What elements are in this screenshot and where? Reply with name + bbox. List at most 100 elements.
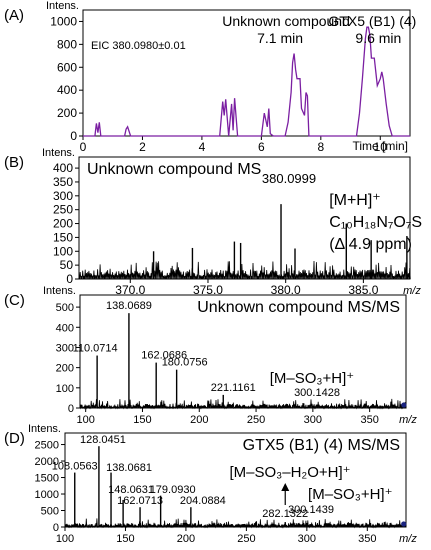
x-tick-label: 300 [298,533,316,545]
y-tick-label: 250 [53,203,73,217]
peak-label: 300.1439 [288,504,334,516]
x-tick-label: 200 [177,533,195,545]
x-tick-label: 250 [247,414,265,426]
y-tick-label: 500 [41,506,59,518]
x-tick-label: 370.0 [115,283,145,297]
y-tick-label: 800 [57,37,77,51]
arrow-head [281,483,290,491]
annotation-unknown: Unknown compound [222,13,350,29]
annotation-gtx5: GTX5 (B1) (4) [328,13,416,29]
ion-label: [M–SO₃+H]⁺ [270,370,354,387]
y-tick-label: 1500 [35,473,59,485]
precursor-marker [401,402,407,408]
x-tick-label: 8 [317,140,324,154]
ion-label: [M–SO₃+H]⁺ [308,486,392,503]
x-tick-label: 10 [374,140,388,154]
peak-label: 110.0714 [73,343,118,355]
eic-label: EIC 380.0980±0.01 [91,40,186,52]
peak-label: 128.0451 [80,434,126,446]
y-tick-label: 0 [70,129,77,143]
baseline-noise [79,398,406,410]
peak-label: 162.0686 [141,350,187,362]
series-line [83,26,410,137]
x-tick-label: 375.0 [193,283,223,297]
x-tick-label: 0 [80,140,87,154]
x-tick-label: 380.0 [271,283,301,297]
spectrum-title: GTX5 (B1) (4) MS/MS [243,437,400,454]
y-tick-label: 100 [56,383,74,395]
annotation-unknown-time: 7.1 min [257,30,303,46]
y-tick-label: 0 [68,403,74,415]
peak-label: 108.0563 [52,461,98,473]
panel-label: (A) [4,7,24,24]
x-axis-label: m/z [403,285,421,297]
peak-label: 179.0930 [150,484,196,496]
y-tick-label: 0 [66,272,73,286]
x-tick-label: 6 [258,140,265,154]
panel-label: (B) [4,154,24,171]
y-tick-label: 150 [53,230,73,244]
x-tick-label: 385.0 [348,283,378,297]
y-tick-label: 500 [56,302,74,314]
x-axis-label: m/z [399,414,417,426]
panel-label: (D) [4,430,25,447]
y-tick-label: 100 [53,244,73,258]
x-tick-label: 250 [237,533,255,545]
ppm-label: (Δ 4.9 ppm) [329,236,412,253]
formula-label: C₁₀H₁₈N₇O₇S [329,214,422,231]
y-tick-label: 200 [57,106,77,120]
y-tick-label: 1000 [50,14,77,28]
x-tick-label: 150 [116,533,134,545]
y-tick-label: 200 [56,363,74,375]
y-tick-label: 400 [57,83,77,97]
x-tick-label: 350 [360,414,378,426]
y-tick-label: 200 [53,217,73,231]
panel-label: (C) [4,292,25,309]
x-tick-label: 150 [133,414,151,426]
ion-label: [M–SO₃–H₂O+H]⁺ [229,464,350,481]
plot-frame [78,156,411,280]
y-tick-label: 300 [56,342,74,354]
baseline-noise [64,518,407,529]
x-tick-label: 100 [56,533,74,545]
y-tick-label: 350 [53,175,73,189]
x-tick-label: 100 [76,414,94,426]
y-axis-label: Intens. [42,147,75,159]
annotation-gtx5-time: 9.6 min [355,30,401,46]
baseline-noise [78,260,411,280]
y-axis-label: Intens. [46,0,79,12]
y-tick-label: 400 [53,161,73,175]
x-tick-label: 300 [304,414,322,426]
peak-label: 380.0999 [262,171,316,186]
y-tick-label: 400 [56,322,74,334]
peak-label: 180.0756 [162,357,208,369]
y-tick-label: 2500 [35,440,59,452]
y-axis-label: Intens. [28,423,61,435]
x-tick-label: 350 [358,533,376,545]
y-axis-label: Intens. [43,285,76,297]
y-tick-label: 0 [53,522,59,534]
spectrum-title: Unknown compound MS/MS [197,299,400,316]
x-tick-label: 2 [139,140,146,154]
y-tick-label: 600 [57,60,77,74]
panel-D: (D)Intens. 0 500 1000 1500 2000 2500 100 150 200 2… [4,423,417,545]
precursor-marker [401,521,407,527]
y-tick-label: 300 [53,189,73,203]
peak-label: 148.0631 [108,484,154,496]
peak-label: 138.0689 [106,300,152,312]
ion-label: [M+H]⁺ [329,192,381,209]
spectrum-title: Unknown compound MS [87,161,261,178]
peak-label: 162.0713 [117,495,163,507]
y-tick-label: 1000 [35,489,59,501]
peak-label: 221.1161 [211,382,256,394]
x-tick-label: 200 [190,414,208,426]
x-tick-label: 4 [199,140,206,154]
peak-label: 204.0884 [180,495,226,507]
x-axis-label: m/z [399,533,417,545]
x-axis-label: Time [min] [352,139,408,153]
y-tick-label: 50 [60,258,74,272]
